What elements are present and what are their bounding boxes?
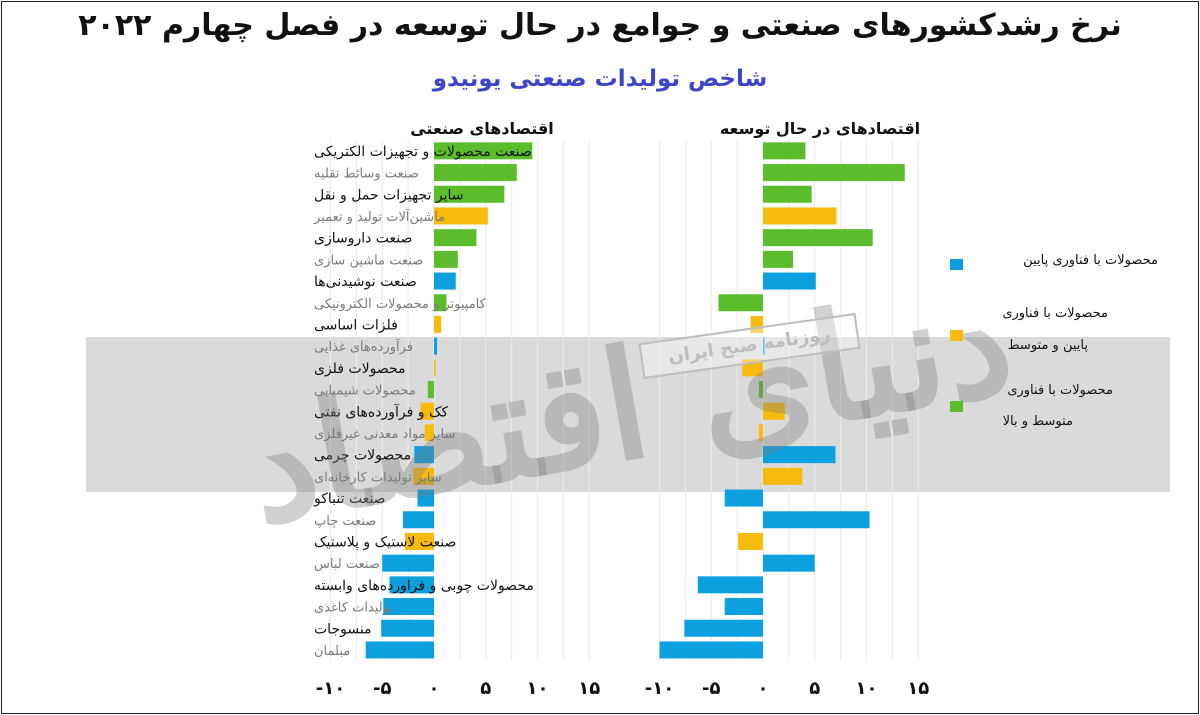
- bar-industrial-7: [434, 294, 447, 312]
- category-label: تولیدات کاغذی: [314, 601, 393, 616]
- bar-developing-2: [763, 185, 812, 203]
- category-label: محصولات فلزی: [314, 361, 406, 377]
- bar-industrial-8: [434, 315, 442, 333]
- category-label: فلزات اساسی: [314, 317, 398, 333]
- category-label: محصولات چرمی: [314, 448, 411, 464]
- bar-developing-20: [697, 576, 763, 594]
- panel-header-industrial: اقتصادهای صنعتی: [410, 119, 554, 138]
- category-label: مبلمان: [314, 644, 350, 659]
- bar-developing-19: [763, 554, 815, 572]
- bar-developing-5: [763, 250, 794, 268]
- bar-developing-21: [724, 598, 763, 616]
- x-tick-label: -۵: [373, 678, 391, 699]
- bar-developing-12: [763, 402, 785, 420]
- legend-swatch-mid-high: [950, 401, 963, 412]
- chart-subtitle: شاخص تولیدات صنعتی یونیدو: [432, 66, 768, 92]
- bar-developing-7: [718, 294, 763, 312]
- x-tick-label: ۱۰: [527, 678, 549, 699]
- legend-label-mid-high-2: متوسط و بالا: [1002, 414, 1073, 429]
- bar-industrial-11: [427, 381, 434, 399]
- x-tick-label: ۵: [809, 678, 820, 699]
- category-label: ماشین‌آلات تولید و تعمیر: [313, 208, 445, 225]
- chart-title: نرخ رشدکشورهای صنعتی و جوامع در حال توسع…: [78, 8, 1122, 43]
- bar-developing-15: [763, 467, 803, 485]
- x-tick-label: ۵: [480, 678, 491, 699]
- bar-industrial-21: [383, 598, 434, 616]
- bar-developing-1: [763, 164, 905, 182]
- category-label: محصولات شیمیایی: [314, 384, 416, 399]
- category-label: صنعت لاستیک و پلاستیک: [314, 534, 456, 550]
- bar-developing-17: [763, 511, 870, 529]
- bar-developing-23: [659, 641, 763, 659]
- x-tick-label: -۱۰: [645, 678, 674, 699]
- category-label: صنعت چاپ: [314, 514, 376, 529]
- bar-developing-11: [758, 381, 763, 399]
- bar-industrial-9: [434, 337, 438, 355]
- bar-industrial-22: [381, 619, 434, 637]
- bar-developing-0: [763, 142, 806, 160]
- legend-label-mid-low-2: پایین و متوسط: [1007, 338, 1088, 353]
- x-tick-label: -۵: [702, 678, 720, 699]
- category-label: سایر تجهیزات حمل و نقل: [314, 187, 464, 203]
- legend-swatch-low: [950, 259, 963, 270]
- bar-industrial-16: [417, 489, 434, 507]
- bar-developing-18: [738, 532, 763, 550]
- panel-header-developing: اقتصادهای در حال توسعه: [720, 119, 920, 138]
- category-label: سایر تولیدات کارخانه‌ای: [314, 470, 442, 485]
- x-tick-label: ۰: [758, 678, 769, 699]
- category-label: صنعت محصولات و تجهیزات الکتریکی: [314, 144, 532, 160]
- bar-industrial-6: [434, 272, 456, 290]
- bar-developing-13: [758, 424, 763, 442]
- bar-developing-6: [763, 272, 816, 290]
- category-label: صنعت ماشین سازی: [314, 253, 423, 268]
- bar-developing-22: [684, 619, 763, 637]
- bar-industrial-15: [413, 467, 434, 485]
- bar-industrial-18: [405, 532, 434, 550]
- bar-industrial-12: [420, 402, 434, 420]
- category-label: صنعت وسائط نقلیه: [314, 167, 419, 182]
- category-label: سایر مواد معدنی غیرفلزی: [314, 427, 455, 442]
- bar-industrial-17: [402, 511, 434, 529]
- bar-developing-14: [763, 446, 836, 464]
- x-tick-label: ۱۰: [856, 678, 878, 699]
- category-label: صنعت داروسازی: [314, 231, 412, 247]
- bar-industrial-2: [434, 185, 505, 203]
- legend-label-mid-low-1: محصولات با فناوری: [1002, 306, 1108, 321]
- bar-industrial-4: [434, 229, 477, 247]
- category-label: فرآورده‌های غذایی: [314, 338, 413, 355]
- bar-industrial-10: [434, 359, 436, 377]
- bar-developing-10: [742, 359, 763, 377]
- watermark-band: [86, 337, 1170, 492]
- category-label: کک و فرآورده‌های نفتی: [314, 403, 449, 420]
- legend-label-mid-high-1: محصولات با فناوری: [1007, 383, 1113, 398]
- category-label: کامپیوتر و محصولات الکترونیکی: [314, 297, 487, 312]
- legend-label-low: محصولات با فناوری پایین: [1023, 253, 1158, 268]
- x-tick-label: ۱۵: [578, 678, 600, 699]
- bar-developing-16: [724, 489, 763, 507]
- bar-industrial-13: [424, 424, 434, 442]
- bar-industrial-14: [414, 446, 434, 464]
- bar-industrial-20: [389, 576, 434, 594]
- bar-industrial-1: [434, 164, 517, 182]
- category-label: صنعت تنباکو: [313, 491, 386, 507]
- x-tick-label: ۰: [429, 678, 440, 699]
- bar-developing-3: [763, 207, 837, 225]
- category-label: محصولات چوبی و فراورده‌های وابسته: [314, 578, 534, 594]
- x-tick-label: -۱۰: [316, 678, 345, 699]
- category-label: منسوجات: [314, 621, 372, 637]
- legend-swatch-mid-low: [950, 330, 963, 341]
- bar-industrial-5: [434, 250, 458, 268]
- category-label: صنعت نوشیدنی‌ها: [314, 274, 417, 290]
- category-label: صنعت لباس: [314, 557, 380, 572]
- bar-industrial-3: [434, 207, 488, 225]
- bar-industrial-19: [382, 554, 434, 572]
- bar-developing-9: [763, 337, 765, 355]
- bar-developing-8: [750, 315, 763, 333]
- bar-industrial-0: [434, 142, 533, 160]
- bar-industrial-23: [365, 641, 434, 659]
- x-tick-label: ۱۵: [907, 678, 929, 699]
- bar-developing-4: [763, 229, 873, 247]
